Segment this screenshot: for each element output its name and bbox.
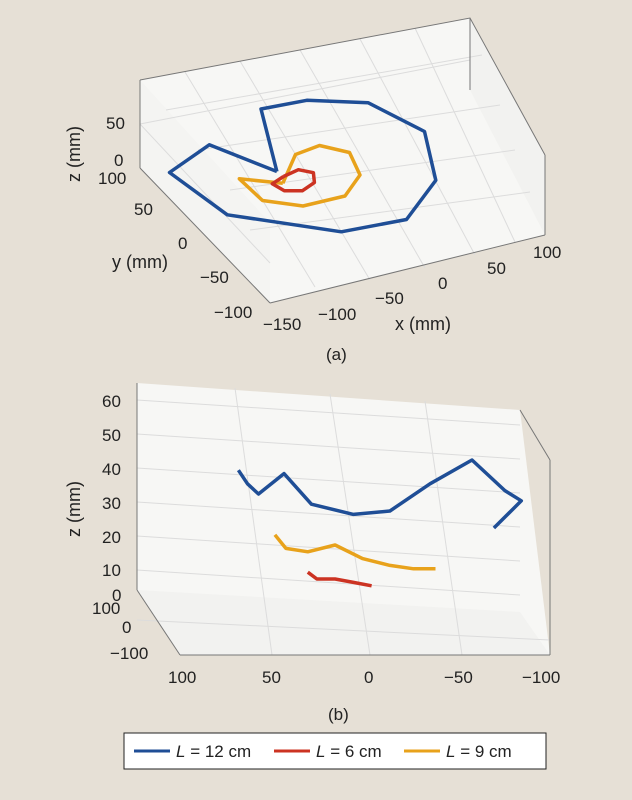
b-ztick-50: 50 bbox=[102, 426, 121, 445]
a-xtick-neg50: −50 bbox=[375, 289, 404, 308]
b-ytick-neg100: −100 bbox=[110, 644, 148, 663]
panel-a-series-1 bbox=[167, 98, 438, 234]
legend: L = 12 cm L = 6 cm L = 9 cm bbox=[123, 732, 547, 770]
panel-b-series-1 bbox=[236, 458, 524, 530]
panel-b-series-3 bbox=[306, 570, 372, 588]
b-ztick-0: 0 bbox=[112, 586, 121, 605]
b-ztick-10: 10 bbox=[102, 561, 121, 580]
b-ztick-20: 20 bbox=[102, 528, 121, 547]
b-ztick-40: 40 bbox=[102, 460, 121, 479]
b-zlabel: z (mm) bbox=[64, 481, 84, 537]
panel-b: 60 50 40 30 20 10 0 100 0 −100 100 50 0 … bbox=[64, 383, 560, 724]
a-xtick-neg150: −150 bbox=[263, 315, 301, 334]
panel-b-curves bbox=[236, 458, 524, 588]
a-xtick-50: 50 bbox=[487, 259, 506, 278]
b-xtick-100: 100 bbox=[168, 668, 196, 687]
legend-entry-l12: L = 12 cm bbox=[134, 742, 251, 761]
legend-entry-l6: L = 6 cm bbox=[274, 742, 382, 761]
a-ytick-100: 100 bbox=[98, 169, 126, 188]
legend-label-l9: L = 9 cm bbox=[446, 742, 512, 761]
a-ylabel: y (mm) bbox=[112, 252, 168, 272]
legend-box bbox=[123, 732, 547, 770]
panel-b-box-edges bbox=[136, 383, 551, 656]
legend-entry-l9: L = 9 cm bbox=[404, 742, 512, 761]
a-ytick-0: 0 bbox=[178, 234, 187, 253]
panel-a-box-edges bbox=[139, 17, 546, 304]
a-ytick-neg100: −100 bbox=[214, 303, 252, 322]
a-zlabel: z (mm) bbox=[64, 126, 84, 182]
b-xtick-50: 50 bbox=[262, 668, 281, 687]
panel-a-left-wall bbox=[140, 80, 270, 303]
legend-label-l12: L = 12 cm bbox=[176, 742, 251, 761]
b-ytick-0: 0 bbox=[122, 618, 131, 637]
panel-a-series-3 bbox=[270, 167, 317, 193]
panel-a-series-2 bbox=[237, 143, 362, 208]
panel-a-right-wall bbox=[470, 18, 545, 235]
panel-a: 50 0 100 50 0 −50 −100 −150 −100 −50 0 5… bbox=[64, 17, 561, 364]
a-xtick-0: 0 bbox=[438, 274, 447, 293]
b-ztick-60: 60 bbox=[102, 392, 121, 411]
a-caption: (a) bbox=[326, 345, 347, 364]
b-ztick-30: 30 bbox=[102, 494, 121, 513]
a-ytick-neg50: −50 bbox=[200, 268, 229, 287]
b-xtick-0: 0 bbox=[364, 668, 373, 687]
b-xtick-neg50: −50 bbox=[444, 668, 473, 687]
a-ytick-50: 50 bbox=[134, 200, 153, 219]
panel-b-floor bbox=[137, 590, 550, 655]
a-xtick-neg100: −100 bbox=[318, 305, 356, 324]
legend-label-l6: L = 6 cm bbox=[316, 742, 382, 761]
a-xtick-100: 100 bbox=[533, 243, 561, 262]
b-ytick-100: 100 bbox=[92, 599, 120, 618]
panel-b-grid bbox=[136, 387, 551, 656]
a-ztick-0: 0 bbox=[114, 151, 123, 170]
panel-a-curves bbox=[167, 98, 438, 234]
a-xlabel: x (mm) bbox=[395, 314, 451, 334]
b-xtick-neg100: −100 bbox=[522, 668, 560, 687]
a-ztick-50: 50 bbox=[106, 114, 125, 133]
b-caption: (b) bbox=[328, 705, 349, 724]
panel-b-back-wall bbox=[137, 383, 550, 655]
panel-b-series-2 bbox=[273, 533, 436, 571]
